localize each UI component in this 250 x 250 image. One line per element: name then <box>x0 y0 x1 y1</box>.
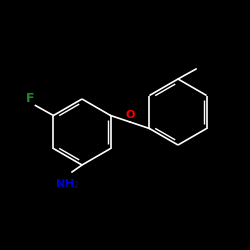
Text: F: F <box>26 92 35 104</box>
Text: O: O <box>125 110 135 120</box>
Text: NH$_2$: NH$_2$ <box>55 177 79 191</box>
